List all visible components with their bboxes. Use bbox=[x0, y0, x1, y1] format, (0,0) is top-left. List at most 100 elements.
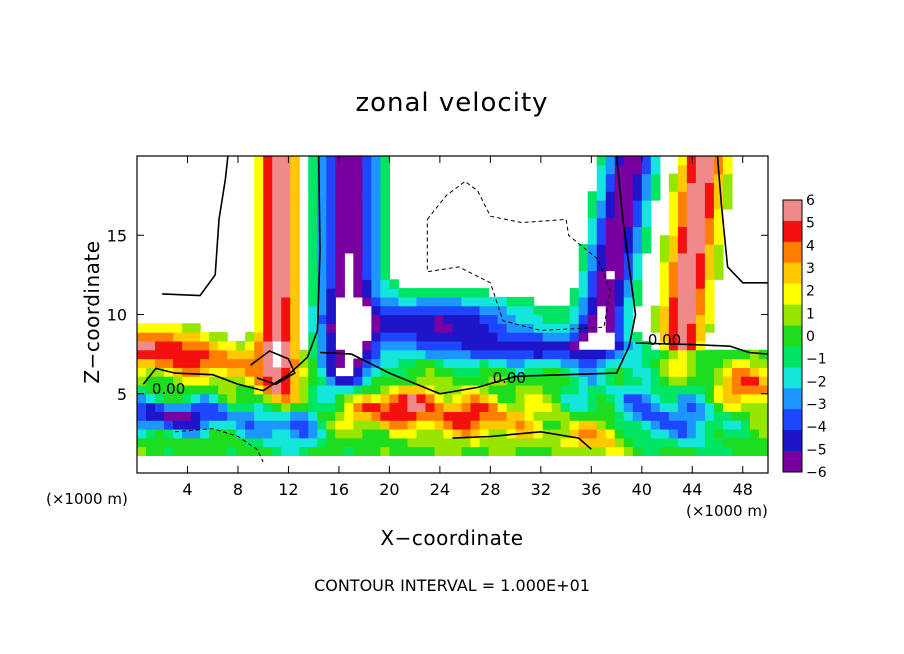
field-cell bbox=[434, 411, 445, 421]
field-cell bbox=[578, 384, 589, 395]
field-cell bbox=[641, 411, 652, 421]
field-cell bbox=[389, 358, 400, 368]
field-cell bbox=[470, 358, 481, 368]
field-cell bbox=[515, 367, 526, 377]
field-cell bbox=[758, 402, 768, 412]
field-cell bbox=[362, 411, 372, 421]
field-cell bbox=[299, 420, 309, 430]
field-cell bbox=[245, 384, 255, 395]
field-cell bbox=[308, 296, 318, 307]
field-cell bbox=[362, 349, 372, 360]
field-cell bbox=[614, 402, 625, 412]
field-cell bbox=[533, 349, 544, 360]
field-cell bbox=[587, 420, 598, 430]
field-cell bbox=[371, 420, 381, 430]
field-cell bbox=[326, 323, 336, 333]
field-cell bbox=[659, 296, 670, 307]
thin-contour-lower bbox=[452, 430, 592, 450]
field-cell bbox=[758, 384, 768, 395]
field-cell bbox=[416, 288, 427, 298]
field-cell bbox=[695, 393, 706, 404]
field-cell bbox=[677, 261, 688, 272]
field-cell bbox=[605, 296, 616, 307]
field-cell bbox=[317, 279, 327, 289]
field-cell bbox=[290, 252, 300, 263]
field-cell bbox=[272, 446, 282, 456]
field-cell bbox=[380, 164, 390, 175]
colorbar-label: −2 bbox=[806, 374, 827, 390]
field-cell bbox=[722, 156, 733, 166]
field-cell bbox=[362, 235, 372, 245]
field-cell bbox=[569, 296, 580, 307]
zero-contour-center bbox=[319, 156, 637, 395]
field-cell bbox=[632, 332, 643, 342]
field-cell bbox=[362, 376, 372, 386]
field-cell bbox=[713, 191, 724, 201]
field-cell bbox=[704, 367, 715, 377]
field-cell bbox=[317, 376, 327, 386]
field-cell bbox=[614, 217, 625, 228]
field-cell bbox=[272, 208, 282, 219]
field-cell bbox=[497, 323, 508, 333]
field-cell bbox=[389, 384, 400, 395]
field-cell bbox=[380, 376, 390, 386]
field-cell bbox=[479, 376, 490, 386]
field-cell bbox=[290, 340, 300, 351]
field-cell bbox=[596, 156, 607, 166]
field-cell bbox=[290, 358, 300, 368]
field-cell bbox=[290, 402, 300, 412]
field-cell bbox=[236, 358, 246, 368]
field-cell bbox=[218, 411, 228, 421]
field-cell bbox=[182, 332, 192, 342]
field-cell bbox=[704, 411, 715, 421]
field-cell bbox=[461, 340, 472, 351]
field-cell bbox=[686, 252, 697, 263]
field-cell bbox=[218, 367, 228, 377]
field-cell bbox=[731, 367, 742, 377]
field-cell bbox=[560, 305, 571, 316]
field-cell bbox=[200, 411, 210, 421]
field-cell bbox=[398, 367, 409, 377]
field-cell bbox=[245, 332, 255, 342]
field-cell bbox=[380, 411, 390, 421]
field-cell bbox=[380, 332, 390, 342]
field-cell bbox=[227, 420, 237, 430]
field-cell bbox=[596, 402, 607, 412]
field-cell bbox=[416, 358, 427, 368]
x-tick-label: 12 bbox=[278, 480, 298, 499]
dashed-contour-upper bbox=[426, 180, 611, 331]
field-cell bbox=[686, 270, 697, 280]
field-cell bbox=[317, 296, 327, 307]
field-cell bbox=[614, 156, 625, 166]
field-cell bbox=[686, 244, 697, 254]
zero-contour-right bbox=[635, 342, 768, 355]
field-cell bbox=[632, 437, 643, 448]
field-cell bbox=[164, 411, 174, 421]
field-cell bbox=[155, 428, 165, 439]
field-cell bbox=[704, 384, 715, 395]
field-cell bbox=[335, 402, 345, 412]
field-cell bbox=[173, 446, 183, 456]
field-cell bbox=[533, 411, 544, 421]
field-cell bbox=[578, 358, 589, 368]
field-cell bbox=[677, 296, 688, 307]
field-cell bbox=[263, 367, 273, 377]
field-cell bbox=[695, 173, 706, 184]
field-cell bbox=[668, 270, 679, 280]
field-cell bbox=[632, 384, 643, 395]
field-cell bbox=[371, 323, 381, 333]
field-cell bbox=[335, 235, 345, 245]
field-cell bbox=[758, 420, 768, 430]
field-cell bbox=[479, 358, 490, 368]
field-cell bbox=[308, 437, 318, 448]
field-cell bbox=[695, 323, 706, 333]
field-cell bbox=[470, 393, 481, 404]
field-cell bbox=[308, 384, 318, 395]
field-cell bbox=[173, 323, 183, 333]
x-tick-label: 20 bbox=[379, 480, 399, 499]
field-cell bbox=[677, 314, 688, 324]
field-cell bbox=[650, 411, 661, 421]
field-cell bbox=[281, 191, 291, 201]
field-cell bbox=[263, 270, 273, 280]
field-cell bbox=[434, 349, 445, 360]
